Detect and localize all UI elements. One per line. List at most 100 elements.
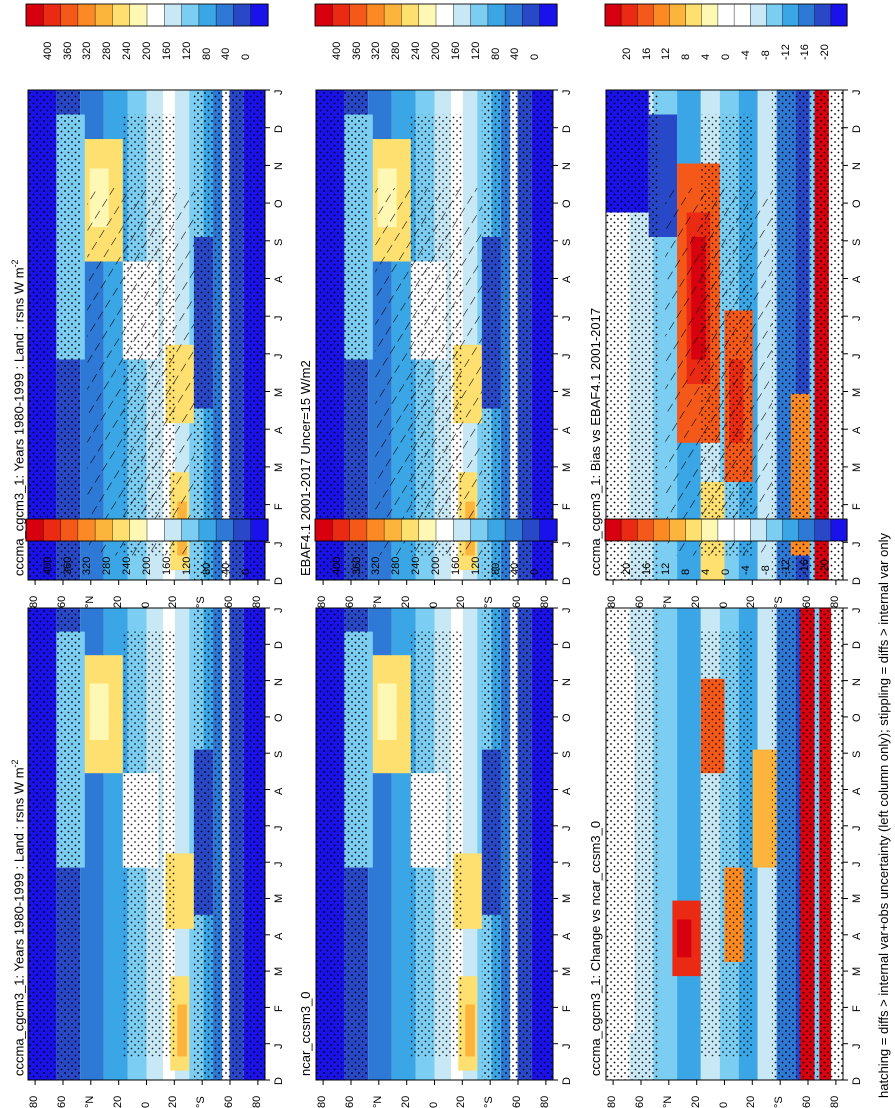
p11-colorbar-swatch [181, 3, 200, 27]
p21-colorbar-label: 240 [410, 41, 423, 60]
p32-month-label: F [851, 1005, 863, 1013]
p11-colorbar-label: 280 [101, 41, 114, 60]
p22-colorbar-label: 200 [430, 556, 442, 575]
p21-colorbar-swatch [504, 3, 524, 27]
p12-month-label: A [273, 932, 285, 940]
p12-month-label: M [273, 966, 285, 977]
p12-colorbar-swatch [250, 518, 269, 542]
p22-month-label: A [561, 787, 573, 795]
p32-field-cell [677, 608, 701, 1080]
p11-colorbar-swatch [25, 3, 44, 27]
p12-lat-label: °S [195, 1096, 208, 1108]
p12-colorbar-frame [25, 518, 269, 542]
p31-colorbar-swatch [782, 3, 800, 27]
p11-colorbar-frame [25, 3, 269, 27]
p12-month-label: J [273, 861, 285, 868]
p12-stippling [122, 631, 175, 1057]
p32-colorbar-swatch [701, 518, 719, 542]
p22-month-label: J [561, 861, 573, 868]
p32-month-label: M [851, 894, 863, 904]
p31-month-label: S [851, 238, 863, 246]
p32-colorbar-label: 20 [620, 562, 633, 575]
p31-month-label: M [851, 462, 863, 472]
p21-month-label: M [561, 462, 573, 472]
p21-colorbar-label: 160 [449, 41, 462, 60]
p12-colorbar-label: 80 [200, 562, 213, 575]
p32-stippling [771, 608, 843, 1080]
p21-colorbar-swatch [435, 3, 454, 27]
p31-colorbar-swatch [701, 3, 719, 27]
p32-colorbar-swatch [782, 518, 800, 542]
p11-month-label: D [273, 577, 285, 585]
p12-colorbar-swatch [198, 518, 217, 542]
p22-month-label: J [561, 825, 573, 831]
p21-colorbar-label: 120 [469, 41, 482, 60]
p31-colorbar-swatch [620, 3, 638, 27]
p31-lat-label: °N [661, 595, 674, 608]
p22-stippling [410, 631, 463, 1057]
p21-lat-label: 80 [538, 595, 551, 608]
p11-stippling [193, 90, 265, 580]
p31-colorbar-swatch [766, 3, 783, 27]
figure-footnote: hatching = diffs > internal var+obs unce… [876, 533, 891, 1098]
p32-colorbar-swatch [766, 518, 783, 542]
p21-colorbar-swatch [383, 3, 403, 27]
p12-colorbar-swatch [94, 518, 113, 542]
p32-month-label: S [851, 750, 863, 759]
p21-month-label: O [561, 199, 573, 209]
p21-colorbar-label: 40 [509, 47, 522, 60]
p11-colorbar-swatch [77, 3, 96, 27]
p22-colorbar-swatch [401, 518, 420, 542]
p21-colorbar-label: 80 [489, 47, 502, 60]
p31-hatching [665, 188, 772, 556]
p32-month-label: A [851, 932, 863, 940]
p32-colorbar-swatch [814, 518, 832, 542]
p22-month-label: D [561, 1077, 573, 1085]
p12-title-superscript: -2 [10, 759, 20, 768]
p22-colorbar-swatch [383, 518, 403, 542]
p22-field-cell [465, 1004, 475, 1057]
p31-colorbar-swatch [733, 3, 751, 27]
p12-colorbar-swatch [181, 518, 200, 542]
p32-colorbar-label: -8 [759, 565, 772, 575]
p32-colorbar-label: -16 [799, 559, 812, 575]
p32-colorbar-swatch [717, 518, 735, 542]
p32-field-cell [752, 749, 777, 868]
p22-month-label: O [561, 713, 573, 722]
p21-colorbar-label: 320 [370, 41, 383, 60]
p21-month-label: J [561, 541, 573, 548]
p11-colorbar-swatch [94, 3, 113, 27]
p32-month-label: J [851, 825, 863, 831]
p11-colorbar-label: 360 [61, 41, 74, 60]
p22-field-cell [377, 683, 397, 741]
p32-colorbar-swatch [604, 518, 622, 542]
p11-month-label: S [273, 238, 285, 246]
p31-colorbar-label: 16 [640, 47, 653, 60]
p11-colorbar-swatch [129, 3, 148, 27]
p32-colorbar-swatch [733, 518, 751, 542]
p31-stippling [606, 90, 659, 580]
p32-month-label: D [851, 1077, 863, 1085]
p32-colorbar-swatch [830, 518, 848, 542]
p21-colorbar-frame [314, 3, 558, 27]
p12-lat-label: 0 [139, 1101, 152, 1108]
p11-colorbar-label: 200 [141, 41, 153, 60]
p11-lat-label: 20 [167, 595, 180, 608]
p22-lat-label: 0 [427, 1101, 440, 1108]
p21-lat-label: 60 [343, 595, 356, 608]
p32-stippling [700, 631, 753, 1057]
p12-month-label: J [273, 1043, 285, 1049]
p12-field-cell [174, 608, 190, 1080]
p31-colorbar-swatch [830, 3, 848, 27]
p31-month-label: A [851, 426, 863, 435]
p21-colorbar-label: 400 [330, 41, 343, 60]
p11-colorbar-label: 40 [220, 47, 233, 60]
p22-month-label: A [561, 932, 573, 940]
p11-month-label: J [273, 89, 285, 96]
p12-stippling [28, 608, 81, 1080]
p21-month-label: D [561, 577, 573, 585]
p22-colorbar-frame [314, 518, 558, 542]
p31-colorbar-swatch [604, 3, 622, 27]
p21-colorbar-label: 280 [390, 41, 403, 60]
